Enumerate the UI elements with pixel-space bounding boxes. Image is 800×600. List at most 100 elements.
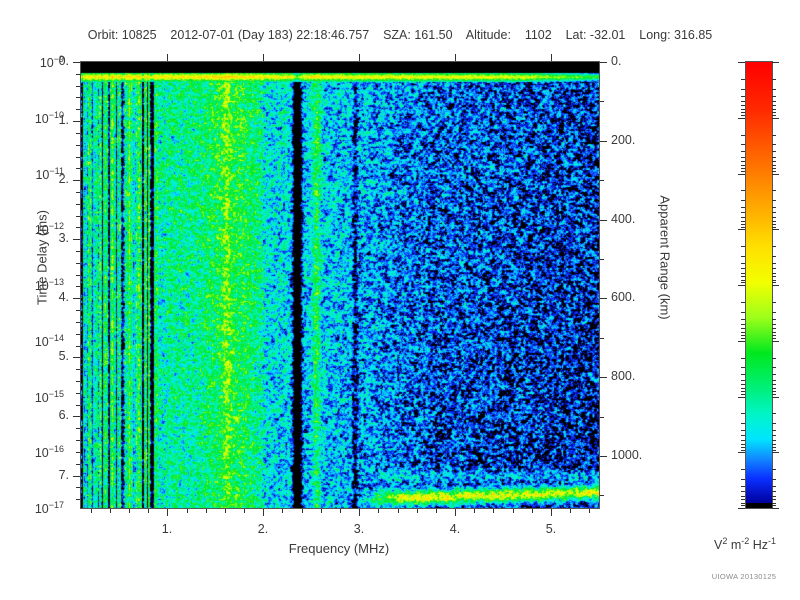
- colorbar-tick-minor-right: [772, 447, 776, 448]
- y-axis-right-tick-major: [600, 377, 607, 378]
- colorbar-tick-major-right: [772, 285, 779, 286]
- x-axis-tick-minor: [493, 509, 494, 513]
- x-axis-tick-major-top: [551, 54, 552, 61]
- colorbar-tick-minor-right: [772, 246, 776, 247]
- y-axis-left-tick-minor: [76, 440, 80, 441]
- y-axis-left-tick-minor: [76, 168, 80, 169]
- colorbar-tick-minor-right: [772, 168, 776, 169]
- colorbar-tick-minor-right: [772, 380, 776, 381]
- y-axis-left-tick-minor: [76, 263, 80, 264]
- colorbar-tick-minor-left: [741, 96, 745, 97]
- colorbar-tick-minor-left: [741, 332, 745, 333]
- y-axis-left-tick-minor: [76, 346, 80, 347]
- x-axis-tick-minor: [148, 509, 149, 513]
- colorbar-tick-minor-left: [741, 496, 745, 497]
- colorbar-tick-minor-left: [741, 499, 745, 500]
- y-axis-left-tick-major: [73, 416, 80, 417]
- x-axis-tick-label: 3.: [353, 522, 365, 536]
- colorbar-tick-minor-right: [772, 496, 776, 497]
- colorbar-tick-minor-right: [772, 423, 776, 424]
- colorbar-tick-minor-right: [772, 115, 776, 116]
- y-axis-left-tick-minor: [76, 192, 80, 193]
- x-axis-tick-label: 4.: [449, 522, 461, 536]
- colorbar-tick-major-left: [738, 397, 745, 398]
- colorbar-tick-minor-right: [772, 157, 776, 158]
- colorbar-tick-minor-left: [741, 328, 745, 329]
- x-axis-tick-minor: [398, 509, 399, 513]
- colorbar-tick-minor-left: [741, 89, 745, 90]
- colorbar-tick-minor-left: [741, 394, 745, 395]
- spectrogram-plot-area: [80, 61, 600, 509]
- colorbar-tick-minor-right: [772, 444, 776, 445]
- colorbar-tick-minor-right: [772, 358, 776, 359]
- colorbar-tick-major-right: [772, 62, 779, 63]
- x-axis-tick-minor: [110, 509, 111, 513]
- colorbar-tick-major-left: [738, 508, 745, 509]
- x-axis-tick-major: [551, 509, 552, 516]
- y-axis-left-tick-minor: [76, 74, 80, 75]
- y-axis-right-tick-major: [600, 141, 607, 142]
- colorbar-tick-minor-right: [772, 105, 776, 106]
- colorbar-tick-minor-left: [741, 171, 745, 172]
- colorbar-tick-minor-left: [741, 109, 745, 110]
- x-axis-tick-minor: [513, 509, 514, 513]
- y-axis-right-tick-label: 600.: [611, 290, 636, 304]
- colorbar-label: 10−14: [34, 333, 64, 350]
- colorbar-tick-major-left: [738, 452, 745, 453]
- colorbar-tick-minor-left: [741, 165, 745, 166]
- y-axis-left-tick-major: [73, 357, 80, 358]
- y-axis-left-tick-major: [73, 121, 80, 122]
- y-axis-right-tick-major: [600, 62, 607, 63]
- colorbar-label: 10−17: [34, 500, 64, 517]
- spectrogram-image: [81, 62, 599, 508]
- colorbar-tick-major-right: [772, 174, 779, 175]
- colorbar-tick-minor-right: [772, 273, 776, 274]
- y-axis-right-tick-label: 1000.: [611, 448, 643, 462]
- colorbar-tick-minor-right: [772, 171, 776, 172]
- colorbar-tick-minor-left: [741, 388, 745, 389]
- y-axis-right-tick-label: 0.: [611, 54, 622, 68]
- units-v-exp: 2: [722, 536, 728, 546]
- colorbar-tick-minor-right: [772, 503, 776, 504]
- colorbar-tick-minor-right: [772, 221, 776, 222]
- colorbar-tick-minor-right: [772, 101, 776, 102]
- y-axis-left-tick-minor: [76, 322, 80, 323]
- colorbar-tick-minor-left: [741, 273, 745, 274]
- colorbar-label: 10−10: [34, 110, 64, 127]
- y-axis-left-tick-label: 1.: [58, 113, 69, 127]
- colorbar-tick-minor-right: [772, 332, 776, 333]
- y-axis-left-tick-minor: [76, 227, 80, 228]
- y-axis-right-title: Apparent Range (km): [657, 195, 673, 320]
- colorbar-tick-minor-left: [741, 335, 745, 336]
- colorbar-tick-minor-right: [772, 302, 776, 303]
- colorbar-tick-minor-right: [772, 268, 776, 269]
- x-axis-tick-minor: [321, 509, 322, 513]
- x-axis-tick-minor: [244, 509, 245, 513]
- y-axis-left-tick-minor: [76, 381, 80, 382]
- x-axis-tick-major-top: [167, 54, 168, 61]
- x-axis-tick-major-top: [455, 54, 456, 61]
- y-axis-left-tick-minor: [76, 275, 80, 276]
- x-axis-tick-minor: [474, 509, 475, 513]
- y-axis-right-tick-label: 200.: [611, 133, 636, 147]
- colorbar-tick-minor-left: [741, 486, 745, 487]
- x-axis-tick-minor: [532, 509, 533, 513]
- y-axis-left-tick-minor: [76, 499, 80, 500]
- colorbar-tick-minor-right: [772, 450, 776, 451]
- colorbar-tick-major-right: [772, 452, 779, 453]
- colorbar-tick-minor-left: [741, 212, 745, 213]
- colorbar-tick-minor-left: [741, 338, 745, 339]
- colorbar-tick-minor-right: [772, 479, 776, 480]
- colorbar-tick-minor-right: [772, 388, 776, 389]
- colorbar-tick-minor-right: [772, 440, 776, 441]
- colorbar-tick-minor-right: [772, 319, 776, 320]
- colorbar-tick-major-right: [772, 397, 779, 398]
- colorbar-tick-minor-right: [772, 89, 776, 90]
- colorbar-tick-minor-right: [772, 280, 776, 281]
- colorbar-tick-minor-left: [741, 280, 745, 281]
- colorbar-tick-minor-right: [772, 256, 776, 257]
- colorbar-tick-minor-left: [741, 312, 745, 313]
- colorbar-tick-minor-left: [741, 168, 745, 169]
- colorbar-label: 10−13: [34, 277, 64, 294]
- colorbar-tick-minor-right: [772, 505, 776, 506]
